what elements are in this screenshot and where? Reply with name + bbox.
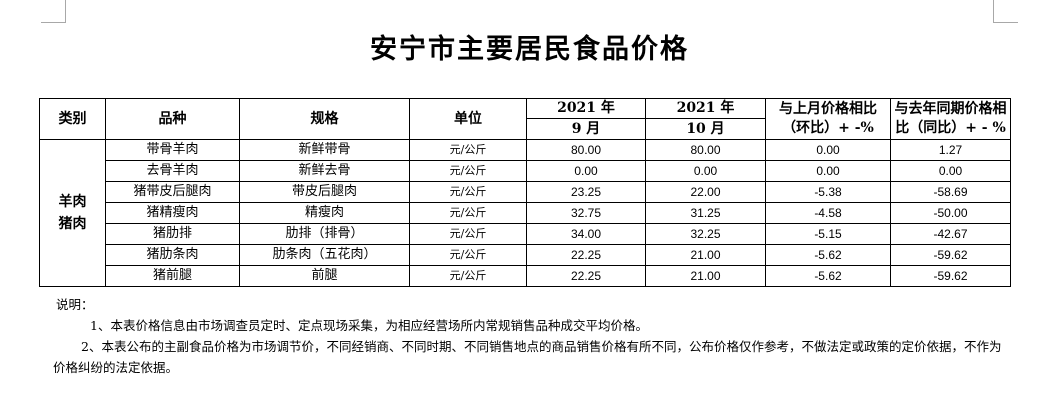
yoy-cell: -42.67	[890, 223, 1011, 245]
header-oct-month: 10 月	[645, 118, 766, 140]
category-line2: 猪肉	[58, 216, 87, 232]
variety-cell: 猪精瘦肉	[105, 202, 240, 224]
mom-cell: -5.62	[765, 265, 891, 287]
table-row: 猪精瘦肉 精瘦肉 元/公斤 32.75 31.25 -4.58 -50.00	[40, 202, 1011, 224]
header-yoy: 与去年同期价格相 比（同比）+ - %	[890, 98, 1011, 140]
variety-cell: 猪肋条肉	[105, 244, 240, 266]
yoy-cell: 0.00	[890, 160, 1011, 182]
spec-cell: 新鲜带骨	[239, 139, 410, 161]
spec-cell: 新鲜去骨	[239, 160, 410, 182]
table-header-row: 类别 品种 规格 单位 2021 年 2021 年 与上月价格相比 （环比）+ …	[39, 98, 1011, 140]
header-sep-year: 2021 年	[526, 98, 646, 119]
oct-price-cell: 22.00	[645, 181, 766, 203]
table-row: 猪肋排 肋排（排骨） 元/公斤 34.00 32.25 -5.15 -42.67	[40, 223, 1011, 245]
header-variety: 品种	[105, 98, 240, 140]
note-2: 2、本表公布的主副食品价格为市场调节价，不同经销商、不同时期、不同销售地点的商品…	[53, 339, 1002, 375]
spec-cell: 带皮后腿肉	[239, 181, 410, 203]
variety-cell: 猪带皮后腿肉	[105, 181, 240, 203]
variety-cell: 去骨羊肉	[105, 160, 240, 182]
yoy-cell: -58.69	[890, 181, 1011, 203]
notes-section: 说明： 1、本表价格信息由市场调查员定时、定点现场采集，为相应经营场所内常规销售…	[53, 294, 1007, 378]
yoy-cell: 1.27	[890, 139, 1011, 161]
sep-price-cell: 32.75	[526, 202, 646, 224]
unit-cell: 元/公斤	[409, 223, 527, 245]
oct-price-cell: 80.00	[645, 139, 766, 161]
unit-cell: 元/公斤	[409, 244, 527, 266]
corner-mark-top-left	[65, 0, 66, 23]
yoy-cell: -59.62	[890, 265, 1011, 287]
variety-cell: 带骨羊肉	[105, 139, 240, 161]
oct-price-cell: 21.00	[645, 244, 766, 266]
sep-price-cell: 34.00	[526, 223, 646, 245]
price-table: 类别 品种 规格 单位 2021 年 2021 年 与上月价格相比 （环比）+ …	[39, 98, 1011, 287]
header-unit: 单位	[409, 98, 527, 140]
unit-cell: 元/公斤	[409, 265, 527, 287]
mom-cell: 0.00	[765, 139, 891, 161]
sep-price-cell: 0.00	[526, 160, 646, 182]
note-1: 1、本表价格信息由市场调查员定时、定点现场采集，为相应经营场所内常规销售品种成交…	[90, 318, 648, 333]
unit-cell: 元/公斤	[409, 160, 527, 182]
unit-cell: 元/公斤	[409, 139, 527, 161]
spec-cell: 肋排（排骨）	[239, 223, 410, 245]
sep-price-cell: 22.25	[526, 265, 646, 287]
oct-price-cell: 31.25	[645, 202, 766, 224]
mom-cell: 0.00	[765, 160, 891, 182]
header-mom-line2: （环比）+ -%	[782, 120, 874, 136]
header-yoy-line2: 比（同比）+ - %	[895, 120, 1006, 136]
sep-price-cell: 23.25	[526, 181, 646, 203]
unit-cell: 元/公斤	[409, 181, 527, 203]
category-line1: 羊肉	[58, 194, 87, 210]
table-row: 猪肋条肉 肋条肉（五花肉） 元/公斤 22.25 21.00 -5.62 -59…	[40, 244, 1011, 266]
unit-cell: 元/公斤	[409, 202, 527, 224]
header-spec: 规格	[239, 98, 410, 140]
oct-price-cell: 0.00	[645, 160, 766, 182]
sep-price-cell: 22.25	[526, 244, 646, 266]
table-row: 猪前腿 前腿 元/公斤 22.25 21.00 -5.62 -59.62	[40, 265, 1011, 287]
header-category: 类别	[39, 98, 106, 140]
variety-cell: 猪肋排	[105, 223, 240, 245]
document-title: 安宁市主要居民食品价格	[370, 34, 689, 65]
mom-cell: -5.15	[765, 223, 891, 245]
header-sep-month: 9 月	[526, 118, 646, 140]
variety-cell: 猪前腿	[105, 265, 240, 287]
corner-mark-top-right	[993, 0, 994, 23]
oct-price-cell: 21.00	[645, 265, 766, 287]
category-cell: 羊肉 猪肉	[39, 139, 106, 287]
header-yoy-line1: 与去年同期价格相	[894, 101, 1007, 117]
spec-cell: 肋条肉（五花肉）	[239, 244, 410, 266]
header-mom-line1: 与上月价格相比	[779, 101, 877, 117]
table-row: 猪带皮后腿肉 带皮后腿肉 元/公斤 23.25 22.00 -5.38 -58.…	[40, 181, 1011, 203]
header-mom: 与上月价格相比 （环比）+ -%	[765, 98, 891, 140]
yoy-cell: -59.62	[890, 244, 1011, 266]
mom-cell: -5.38	[765, 181, 891, 203]
sep-price-cell: 80.00	[526, 139, 646, 161]
table-row: 去骨羊肉 新鲜去骨 元/公斤 0.00 0.00 0.00 0.00	[40, 160, 1011, 182]
corner-mark-top-left	[41, 22, 66, 23]
table-row: 羊肉 猪肉 带骨羊肉 新鲜带骨 元/公斤 80.00 80.00 0.00 1.…	[39, 139, 1011, 287]
spec-cell: 前腿	[239, 265, 410, 287]
spec-cell: 精瘦肉	[239, 202, 410, 224]
corner-mark-top-right	[993, 22, 1018, 23]
mom-cell: -5.62	[765, 244, 891, 266]
oct-price-cell: 32.25	[645, 223, 766, 245]
header-oct-year: 2021 年	[645, 98, 766, 119]
mom-cell: -4.58	[765, 202, 891, 224]
notes-label: 说明：	[56, 297, 94, 312]
yoy-cell: -50.00	[890, 202, 1011, 224]
